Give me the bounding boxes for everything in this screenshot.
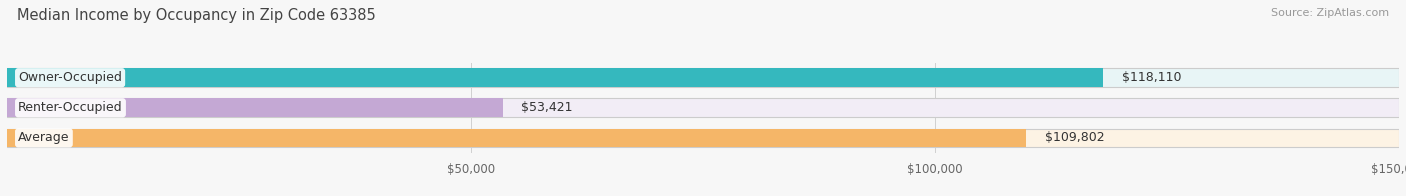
Bar — [7, 129, 1026, 147]
Bar — [7, 68, 1399, 87]
Text: Renter-Occupied: Renter-Occupied — [18, 101, 122, 114]
Bar — [7, 129, 1399, 147]
Text: Median Income by Occupancy in Zip Code 63385: Median Income by Occupancy in Zip Code 6… — [17, 8, 375, 23]
Bar — [7, 98, 1399, 117]
Text: Source: ZipAtlas.com: Source: ZipAtlas.com — [1271, 8, 1389, 18]
Text: $109,802: $109,802 — [1045, 131, 1104, 144]
Text: Owner-Occupied: Owner-Occupied — [18, 71, 122, 84]
Text: $53,421: $53,421 — [522, 101, 572, 114]
Text: Average: Average — [18, 131, 70, 144]
Bar — [7, 98, 503, 117]
Bar — [7, 68, 1104, 87]
Text: $118,110: $118,110 — [1122, 71, 1181, 84]
